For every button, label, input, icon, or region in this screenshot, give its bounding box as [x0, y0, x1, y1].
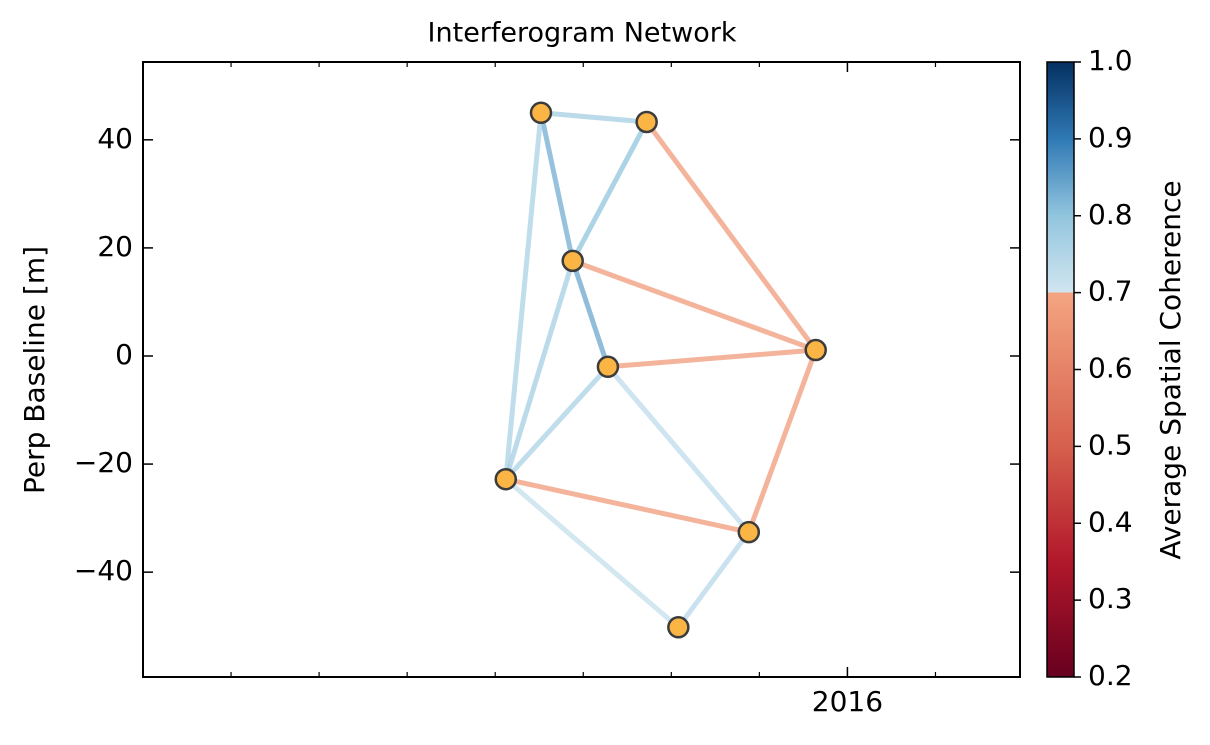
acquisition-point — [494, 467, 518, 491]
colorbar-tick-label: 0.3 — [1088, 582, 1133, 615]
edge — [746, 349, 819, 534]
edge — [571, 258, 817, 353]
edge — [505, 476, 750, 535]
edge — [538, 112, 576, 262]
edge — [570, 120, 649, 263]
x-tick-label: 2016 — [812, 685, 883, 718]
edge — [607, 347, 816, 370]
acquisition-point — [561, 249, 584, 273]
y-tick-label: 40 — [97, 122, 133, 155]
y-tick-label: 20 — [97, 230, 133, 263]
y-tick-label: 0 — [115, 338, 133, 371]
edge — [503, 260, 576, 480]
colorbar-tick-label: 0.2 — [1088, 659, 1133, 692]
colorbar-tick-label: 1.0 — [1088, 44, 1133, 77]
colorbar-tick-label: 0.4 — [1088, 505, 1133, 538]
colorbar-label: Average Spatial Coherence — [1154, 180, 1187, 559]
colorbar-tick-label: 0.7 — [1088, 275, 1133, 308]
y-axis-label: Perp Baseline [m] — [18, 246, 51, 494]
chart-title: Interferogram Network — [428, 18, 737, 49]
acquisition-point — [635, 110, 658, 134]
edge — [570, 260, 611, 368]
colorbar-tick-label: 0.8 — [1088, 198, 1133, 231]
y-tick-label: −40 — [74, 554, 133, 587]
edge — [504, 477, 680, 630]
colorbar-tick-label: 0.6 — [1088, 352, 1133, 385]
edge — [644, 120, 818, 352]
colorbar — [1046, 61, 1075, 678]
colorbar-tick-label: 0.9 — [1088, 121, 1133, 154]
edge — [676, 530, 751, 629]
acquisition-point — [737, 520, 761, 544]
acquisition-point — [529, 101, 553, 125]
acquisition-point — [804, 338, 827, 362]
y-tick-label: −20 — [74, 446, 133, 479]
edge — [503, 112, 544, 480]
acquisition-point — [667, 616, 690, 639]
edge — [503, 365, 610, 481]
plot-frame — [142, 61, 1021, 678]
edge — [540, 110, 647, 125]
edge — [606, 365, 751, 534]
colorbar-tick-label: 0.5 — [1088, 428, 1133, 461]
acquisition-point — [596, 355, 620, 379]
